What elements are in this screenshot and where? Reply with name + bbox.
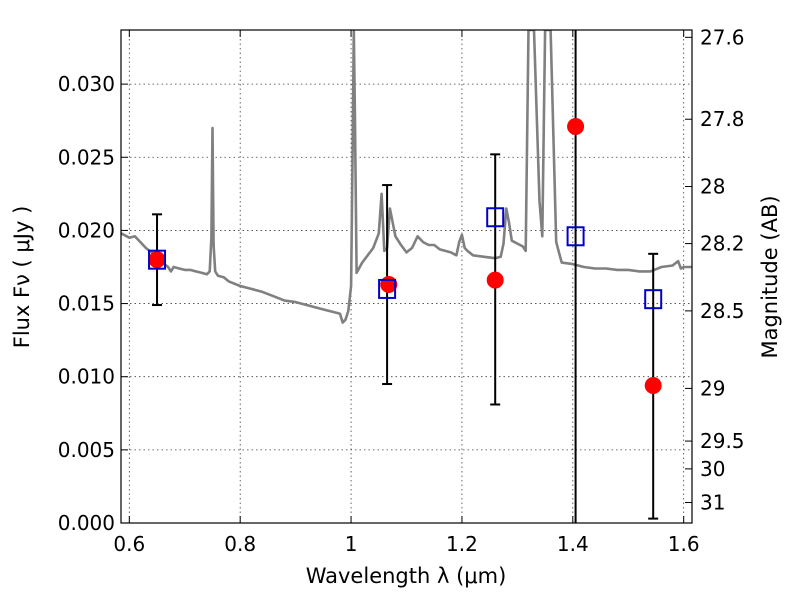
x-tick-label: 1.6 bbox=[668, 532, 700, 556]
y-tick-label: 0.005 bbox=[58, 438, 115, 462]
y2-axis: 27.6 27.8 28 28.2 28.5 29 29.5 30 31 bbox=[685, 25, 745, 515]
y-axis: 0.000 0.005 0.010 0.015 0.020 0.025 0.030 bbox=[58, 72, 128, 535]
model-point bbox=[566, 226, 585, 247]
y2-tick-label: 27.6 bbox=[700, 25, 745, 49]
observed-point bbox=[644, 376, 662, 394]
model-point bbox=[378, 278, 397, 299]
x-tick-label: 1 bbox=[345, 532, 358, 556]
y-tick-label: 0.015 bbox=[58, 292, 115, 316]
observed-point bbox=[148, 251, 166, 269]
y-axis-label: Flux Fν ( μJy ) bbox=[10, 206, 34, 349]
model-point bbox=[644, 289, 663, 310]
y2-tick-label: 28.5 bbox=[700, 299, 745, 323]
y2-tick-label: 30 bbox=[700, 457, 725, 481]
observed-point bbox=[567, 118, 585, 136]
y-tick-label: 0.000 bbox=[58, 511, 115, 535]
plot-background bbox=[121, 30, 692, 523]
y2-tick-label: 28 bbox=[700, 175, 725, 199]
y-tick-label: 0.020 bbox=[58, 218, 115, 242]
x-axis-label: Wavelength λ (μm) bbox=[306, 564, 507, 588]
plot-frame bbox=[120, 29, 693, 524]
y2-tick-label: 29 bbox=[700, 376, 725, 400]
y2-tick-label: 31 bbox=[700, 491, 725, 515]
x-axis: 0.6 0.8 1 1.2 1.4 1.6 bbox=[113, 30, 700, 556]
marker-layer bbox=[148, 118, 663, 394]
y-tick-label: 0.010 bbox=[58, 365, 115, 389]
y2-tick-label: 27.8 bbox=[700, 107, 745, 131]
x-tick-label: 1.4 bbox=[557, 532, 589, 556]
y2-tick-label: 29.5 bbox=[700, 429, 745, 453]
observed-point bbox=[486, 271, 504, 289]
x-tick-label: 0.8 bbox=[224, 532, 256, 556]
y-tick-label: 0.030 bbox=[58, 72, 115, 96]
x-tick-label: 0.6 bbox=[113, 532, 145, 556]
model-point bbox=[486, 207, 505, 228]
x-tick-label: 1.2 bbox=[446, 532, 478, 556]
model-point bbox=[148, 249, 167, 270]
y-tick-label: 0.025 bbox=[58, 145, 115, 169]
y2-tick-label: 28.2 bbox=[700, 232, 745, 256]
y2-axis-label: Magnitude (AB) bbox=[758, 195, 782, 358]
